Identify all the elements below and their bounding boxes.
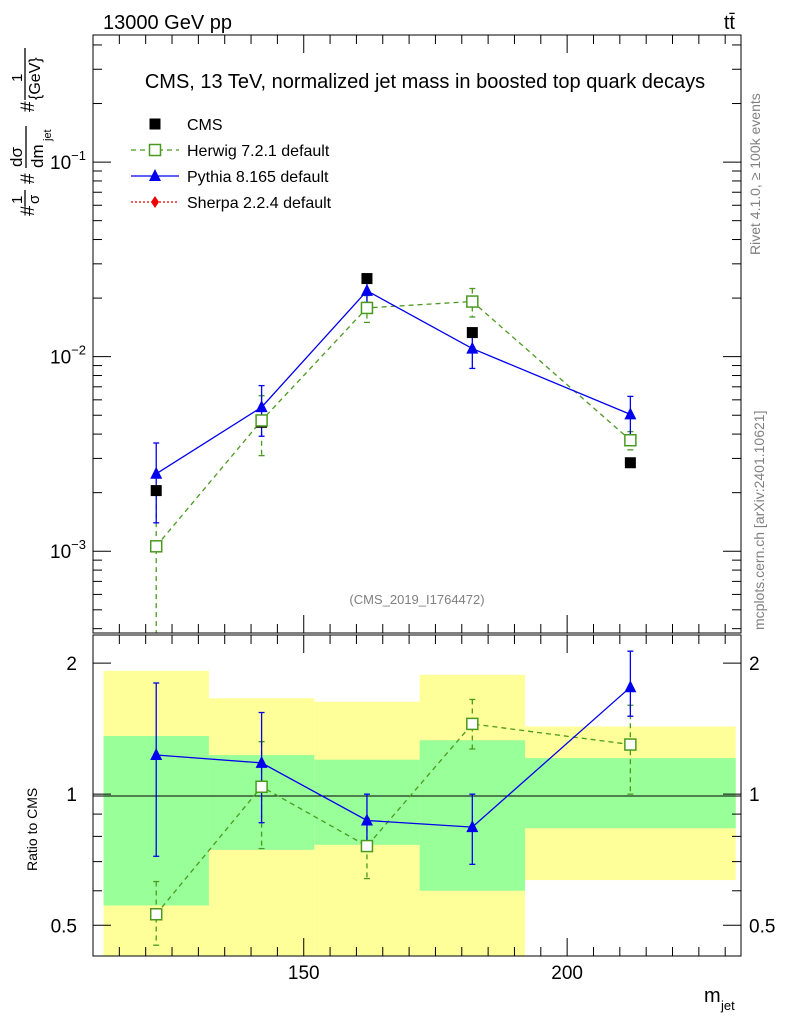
y-label-one-1: 1 [9, 196, 26, 204]
legend-pythia-8-165-default-label: Pythia 8.165 default [187, 169, 329, 186]
y-label-sigma: σ [26, 194, 43, 204]
ratio-herwig-7-2-1-default-line [155, 723, 631, 915]
ratio-pythia-8-165-default-point [360, 813, 373, 826]
ratio-herwig-7-2-1-default-point [149, 907, 163, 921]
chart-title: CMS, 13 TeV, normalized jet mass in boos… [145, 71, 705, 93]
main-herwig-7-2-1-default-point [466, 295, 479, 308]
ratio-y-tick-label-left: 0.5 [51, 916, 77, 937]
mcplots-reference-label: mcplots.cern.ch [arXiv:2401.10621] [751, 411, 767, 630]
y-label-gev: {GeV} [27, 57, 44, 100]
ratio-herwig-7-2-1-default-point [255, 780, 268, 793]
main-y-tick-label: 10−2 [50, 343, 86, 369]
ratio-pythia-8-165-default-point [255, 755, 268, 768]
ratio-pythia-8-165-default-point [624, 680, 637, 693]
legend-herwig-7-2-1-default-label: Herwig 7.2.1 default [187, 143, 330, 160]
ratio-y-tick-label-left: 1 [66, 785, 77, 806]
x-tick-label: 150 [288, 963, 320, 984]
main-frame [92, 34, 742, 634]
analysis-watermark: (CMS_2019_I1764472) [349, 592, 484, 607]
ratio-frame [92, 634, 742, 957]
y-label-dm: dm [28, 144, 47, 168]
main-herwig-7-2-1-default-line [155, 300, 631, 547]
ratio-panel: 0.5 0.5 1 1 2 2 150 200 [51, 634, 775, 984]
y-label-hash-3: # [18, 101, 39, 112]
legend-sherpa-2-2-4-default-marker [151, 196, 159, 208]
main-cms-point [150, 485, 162, 497]
y-label-dsigma: dσ [7, 147, 26, 167]
y-label-hash-2: # [18, 173, 39, 184]
main-pythia-8-165-default-point [360, 283, 373, 296]
ratio-y-tick-label-left: 2 [66, 654, 77, 675]
main-cms-point [361, 273, 373, 285]
main-herwig-7-2-1-default-point [624, 433, 637, 447]
main-pythia-8-165-default-point [255, 400, 268, 413]
legend: CMS Herwig 7.2.1 default Pythia 8.165 defa… [131, 117, 332, 212]
legend-cms-marker [149, 118, 161, 130]
main-herwig-7-2-1-default-point [255, 414, 268, 427]
main-pythia-8-165-default-line [155, 289, 631, 475]
y-label-one-3: 1 [9, 74, 26, 82]
ratio-pythia-8-165-default-point [466, 820, 479, 833]
legend-cms-label: CMS [187, 117, 223, 134]
main-herwig-7-2-1-default-point [149, 540, 163, 553]
ratio-y-tick-label-right: 1 [749, 785, 760, 806]
x-label-jet-subscript: jet [720, 998, 735, 1013]
ratio-y-axis-label: Ratio to CMS [24, 788, 40, 871]
main-y-axis-label: # 1 σ # dσ dm jet # 1 {GeV} [7, 48, 54, 216]
main-herwig-7-2-1-default-point [360, 301, 374, 315]
ratio-herwig-7-2-1-default-point [360, 839, 374, 853]
ratio-herwig-7-2-1-default-point [624, 738, 637, 751]
main-cms-point [624, 457, 636, 469]
ratio-herwig-7-2-1-default-point [466, 717, 479, 731]
x-label-m: m [704, 985, 721, 1007]
legend-herwig-7-2-1-default-marker [148, 143, 162, 157]
legend-sherpa-2-2-4-default-label: Sherpa 2.2.4 default [187, 195, 332, 212]
process-label: tt̄ [724, 12, 736, 34]
ratio-y-tick-label-right: 0.5 [749, 916, 775, 937]
main-pythia-8-165-default-point [624, 407, 637, 420]
y-label-hash-1: # [18, 205, 39, 216]
main-y-tick-label: 10−1 [50, 148, 86, 174]
y-label-jet-subscript: jet [42, 129, 54, 142]
x-axis-label: m jet [704, 985, 735, 1013]
main-pythia-8-165-default-point [150, 466, 163, 479]
main-panel: 10−3 10−2 10−1 CMS, 13 TeV, normalized jet… [50, 34, 742, 634]
main-y-tick-label: 10−3 [50, 537, 86, 563]
legend-pythia-8-165-default-marker [149, 169, 161, 181]
x-tick-label: 200 [551, 963, 583, 984]
rivet-version-label: Rivet 4.1.0, ≥ 100k events [747, 93, 763, 255]
main-pythia-8-165-default-point [466, 341, 479, 354]
main-cms-point [466, 327, 478, 339]
ratio-y-tick-label-right: 2 [749, 654, 760, 675]
energy-label: 13000 GeV pp [103, 12, 232, 34]
ratio-pythia-8-165-default-point [150, 748, 163, 761]
